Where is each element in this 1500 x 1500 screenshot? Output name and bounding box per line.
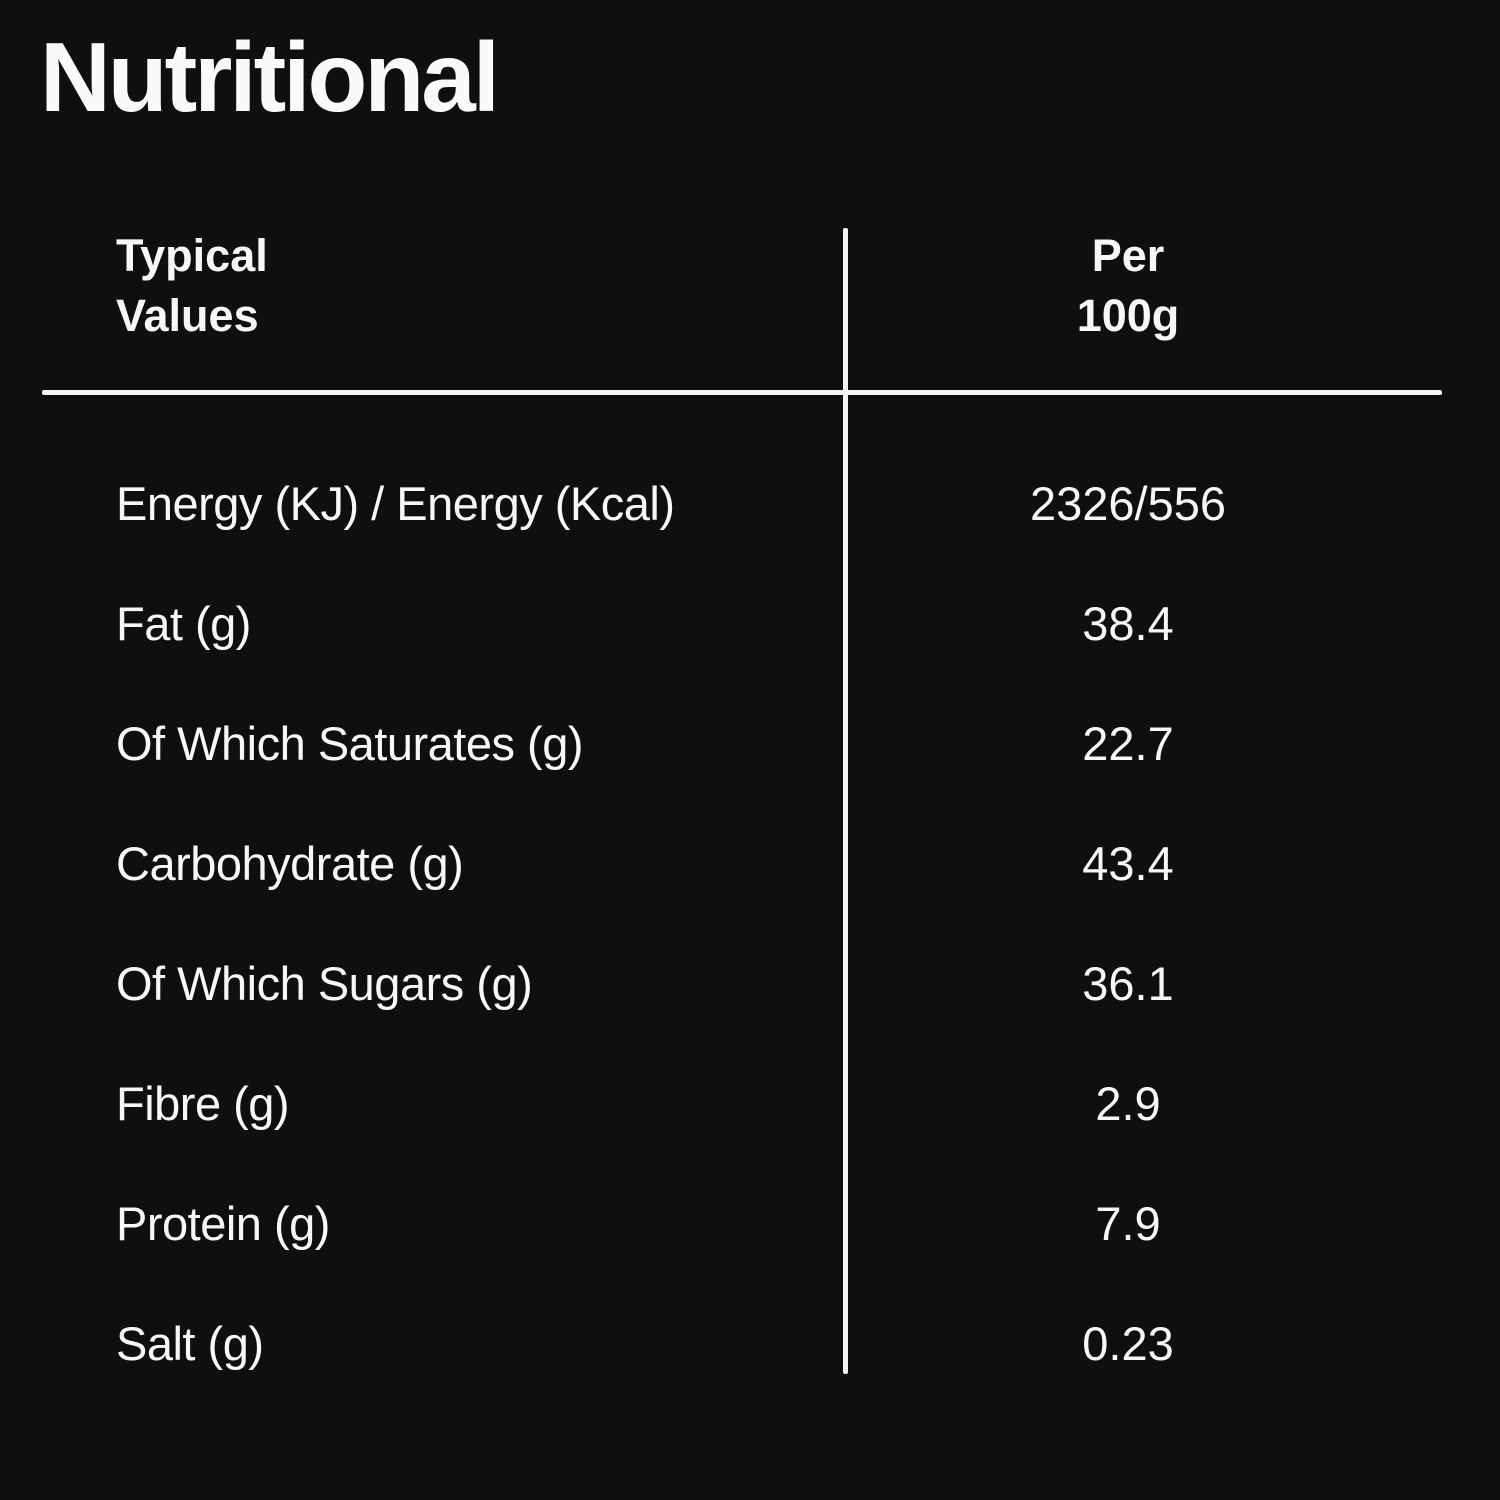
header-typical-line1: Typical bbox=[116, 230, 268, 281]
row-value: 2326/556 bbox=[1029, 476, 1227, 530]
row-label: Salt (g) bbox=[116, 1316, 264, 1370]
row-value: 36.1 bbox=[1082, 956, 1174, 1010]
header-divider-line bbox=[42, 390, 1442, 395]
row-value: 2.9 bbox=[1095, 1076, 1161, 1130]
row-label: Of Which Saturates (g) bbox=[116, 716, 584, 770]
row-value: 43.4 bbox=[1082, 836, 1174, 890]
row-value: 7.9 bbox=[1095, 1196, 1161, 1250]
table-row: Energy (KJ) / Energy (Kcal) 2326/556 bbox=[0, 443, 1500, 563]
table-row: Of Which Sugars (g) 36.1 bbox=[0, 923, 1500, 1043]
column-header-per-100g: Per 100g bbox=[845, 226, 1411, 346]
header-per-line1: Per bbox=[1091, 230, 1165, 281]
column-divider-line bbox=[843, 228, 848, 1374]
row-label: Fat (g) bbox=[116, 596, 251, 650]
table-row: Protein (g) 7.9 bbox=[0, 1163, 1500, 1283]
row-label: Fibre (g) bbox=[116, 1076, 290, 1130]
row-value: 0.23 bbox=[1082, 1316, 1174, 1370]
row-label: Energy (KJ) / Energy (Kcal) bbox=[116, 476, 675, 530]
header-per-line2: 100g bbox=[1076, 290, 1180, 341]
table-row: Carbohydrate (g) 43.4 bbox=[0, 803, 1500, 923]
row-value: 22.7 bbox=[1082, 716, 1174, 770]
table-row: Salt (g) 0.23 bbox=[0, 1283, 1500, 1403]
page-title: Nutritional bbox=[40, 22, 500, 132]
header-typical-line2: Values bbox=[116, 290, 259, 341]
row-label: Protein (g) bbox=[116, 1196, 330, 1250]
table-row: Fat (g) 38.4 bbox=[0, 563, 1500, 683]
row-label: Of Which Sugars (g) bbox=[116, 956, 533, 1010]
row-value: 38.4 bbox=[1082, 596, 1174, 650]
table-row: Fibre (g) 2.9 bbox=[0, 1043, 1500, 1163]
nutrition-table: Energy (KJ) / Energy (Kcal) 2326/556 Fat… bbox=[0, 443, 1500, 1403]
row-label: Carbohydrate (g) bbox=[116, 836, 464, 890]
column-header-typical-values: Typical Values bbox=[116, 226, 268, 346]
table-row: Of Which Saturates (g) 22.7 bbox=[0, 683, 1500, 803]
